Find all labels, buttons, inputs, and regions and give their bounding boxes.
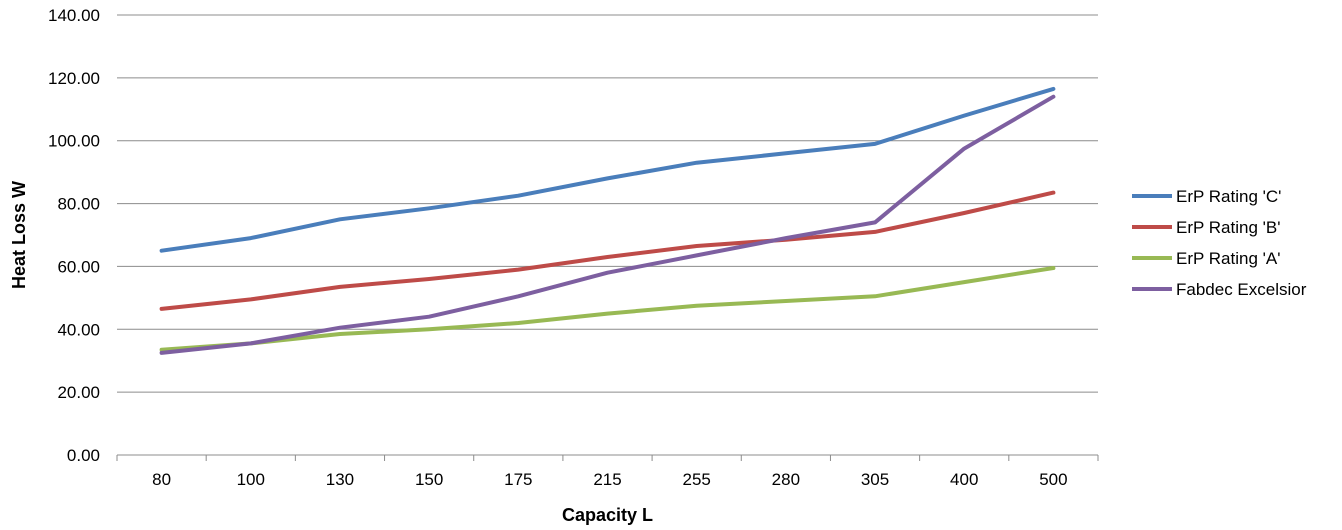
y-tick-label: 0.00	[67, 446, 100, 465]
legend: ErP Rating 'C' ErP Rating 'B' ErP Rating '…	[1132, 187, 1307, 299]
x-tick-label: 80	[152, 470, 171, 489]
x-tick-label: 255	[682, 470, 710, 489]
y-axis-title: Heat Loss W	[9, 181, 29, 289]
y-tick-label: 140.00	[48, 6, 100, 25]
y-tick-label: 20.00	[57, 383, 100, 402]
y-tick-label: 80.00	[57, 195, 100, 214]
series-lines	[159, 86, 1056, 355]
grid-lines	[117, 14, 1098, 393]
x-axis-title: Capacity L	[562, 505, 653, 525]
x-tick-label: 130	[326, 470, 354, 489]
series-line-1	[159, 86, 1056, 253]
series-line-3	[159, 266, 1056, 352]
x-tick-label: 150	[415, 470, 443, 489]
y-tick-label: 60.00	[57, 257, 100, 276]
y-tick-label: 40.00	[57, 320, 100, 339]
series-line-2	[159, 190, 1056, 311]
series-line-4	[159, 94, 1056, 355]
legend-label: Fabdec Excelsior	[1176, 280, 1307, 299]
legend-item: ErP Rating 'B'	[1132, 218, 1280, 237]
x-tick-label: 280	[772, 470, 800, 489]
y-tick-label: 120.00	[48, 69, 100, 88]
x-tick-labels: 80 100 130 150 175 215 255 280 305 400 500	[152, 470, 1067, 489]
legend-item: ErP Rating 'C'	[1132, 187, 1281, 206]
x-tick-label: 100	[237, 470, 265, 489]
legend-label: ErP Rating 'A'	[1176, 249, 1280, 268]
x-tick-label: 175	[504, 470, 532, 489]
x-tick-label: 215	[593, 470, 621, 489]
plot-area: 0.00 20.00 40.00 60.00 80.00 100.00 120.00 140.…	[48, 6, 1099, 489]
legend-item: Fabdec Excelsior	[1132, 280, 1307, 299]
x-tick-label: 400	[950, 470, 978, 489]
x-tick-label: 305	[861, 470, 889, 489]
legend-label: ErP Rating 'C'	[1176, 187, 1281, 206]
x-tick-label: 500	[1039, 470, 1067, 489]
y-tick-labels: 0.00 20.00 40.00 60.00 80.00 100.00 120.00 140.…	[48, 6, 100, 465]
legend-item: ErP Rating 'A'	[1132, 249, 1280, 268]
legend-label: ErP Rating 'B'	[1176, 218, 1280, 237]
x-tick-marks	[116, 455, 1099, 461]
y-tick-label: 100.00	[48, 132, 100, 151]
